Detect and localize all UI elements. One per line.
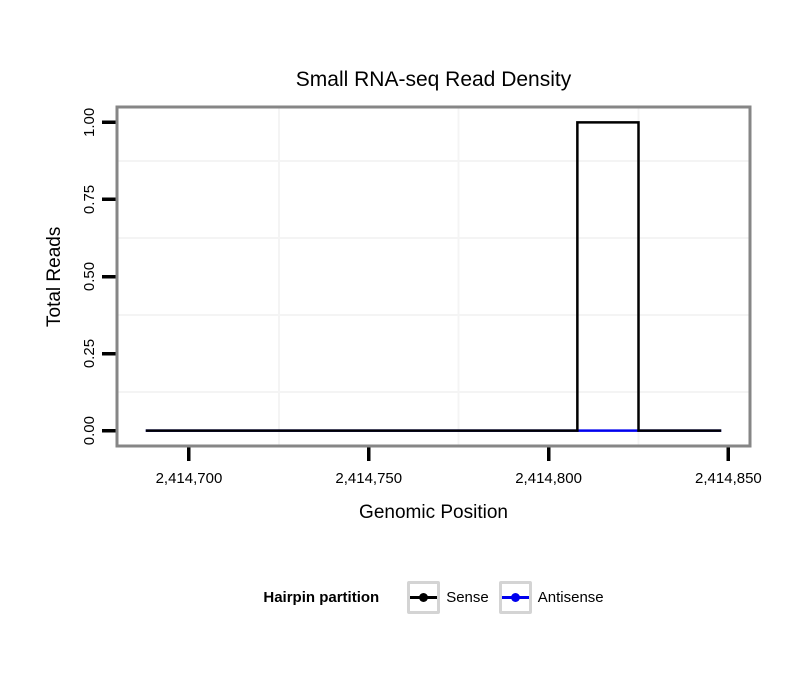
chart-title: Small RNA-seq Read Density (295, 68, 572, 91)
legend: Hairpin partition Sense Antisense (117, 577, 750, 617)
y-tick-label: 0.00 (81, 416, 98, 445)
panel-border (115, 105, 752, 448)
sense-line-dot-icon (410, 592, 438, 602)
legend-title: Hairpin partition (263, 588, 380, 606)
legend-label-antisense: Antisense (537, 588, 604, 606)
legend-item-sense: Sense (407, 580, 489, 614)
series-sense-line (145, 121, 722, 432)
legend-key-antisense (498, 580, 532, 614)
y-axis-title: Total Reads (44, 226, 65, 327)
legend-key-dot (419, 592, 429, 602)
legend-label-sense: Sense (446, 588, 489, 606)
legend-key-dot (510, 592, 520, 602)
x-tick-label: 2,414,850 (695, 470, 762, 487)
x-tick-label: 2,414,800 (515, 470, 582, 487)
x-axis-title: Genomic Position (359, 502, 508, 523)
panel-background (117, 107, 750, 446)
x-tick-label: 2,414,750 (335, 470, 402, 487)
y-tick-label: 0.50 (81, 262, 98, 291)
x-tick-label: 2,414,700 (156, 470, 223, 487)
legend-item-antisense: Antisense (498, 580, 604, 614)
antisense-line-dot-icon (501, 592, 529, 602)
y-tick-label: 0.25 (81, 339, 98, 368)
y-tick-label: 0.75 (81, 185, 98, 214)
y-tick-label: 1.00 (81, 108, 98, 137)
legend-key-sense (407, 580, 441, 614)
